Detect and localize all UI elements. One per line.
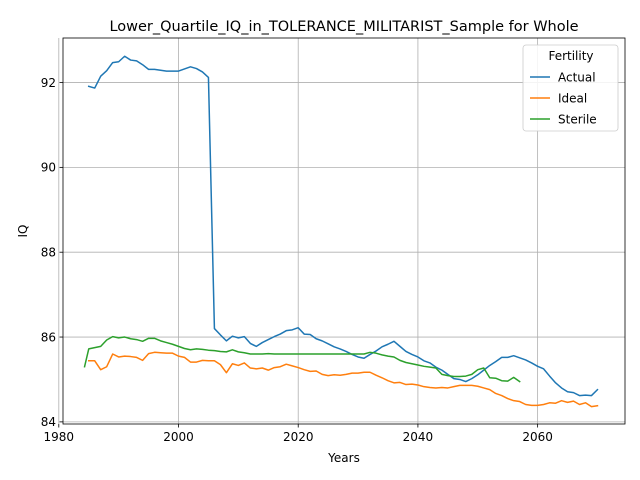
series-line-ideal xyxy=(87,351,599,408)
legend-title: Fertility xyxy=(548,49,593,63)
legend-label-sterile: Sterile xyxy=(558,112,597,126)
legend-label-ideal: Ideal xyxy=(558,91,587,105)
x-tick-label: 2020 xyxy=(283,430,314,444)
series-line-sterile xyxy=(83,335,521,383)
x-tick-label: 1980 xyxy=(44,430,75,444)
legend-label-actual: Actual xyxy=(558,70,596,84)
x-tick-label: 2060 xyxy=(522,430,553,444)
legend-entries: Actual Ideal Sterile xyxy=(530,70,597,126)
plot-frame xyxy=(62,37,626,425)
legend: Fertility Actual Ideal Sterile xyxy=(522,44,619,132)
y-tick-label: 88 xyxy=(41,246,56,260)
chart-title: Lower_Quartile_IQ_in_TOLERANCE_MILITARIS… xyxy=(109,19,578,35)
series-line-actual xyxy=(87,55,599,397)
series-lines xyxy=(83,55,599,408)
x-tick-label: 2000 xyxy=(163,430,194,444)
y-tick-label: 92 xyxy=(41,76,56,90)
axis-ticks: 1980 2000 2020 2040 2060 84 86 88 90 92 xyxy=(41,76,553,444)
y-tick-label: 84 xyxy=(41,415,56,429)
x-axis-label: Years xyxy=(327,451,360,465)
y-tick-label: 86 xyxy=(41,330,56,344)
x-tick-label: 2040 xyxy=(403,430,434,444)
y-tick-label: 90 xyxy=(41,161,56,175)
legend-box xyxy=(522,44,619,132)
y-axis-label: IQ xyxy=(16,225,30,238)
